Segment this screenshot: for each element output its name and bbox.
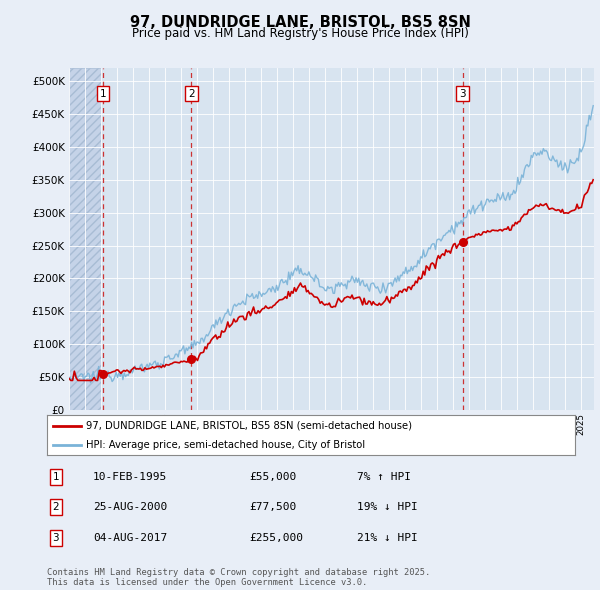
Text: 3: 3 (459, 88, 466, 99)
Text: 10-FEB-1995: 10-FEB-1995 (93, 472, 167, 481)
Text: 21% ↓ HPI: 21% ↓ HPI (357, 533, 418, 543)
Text: 7% ↑ HPI: 7% ↑ HPI (357, 472, 411, 481)
Text: HPI: Average price, semi-detached house, City of Bristol: HPI: Average price, semi-detached house,… (86, 440, 365, 450)
Text: 2: 2 (52, 503, 59, 512)
Text: 19% ↓ HPI: 19% ↓ HPI (357, 503, 418, 512)
Text: 25-AUG-2000: 25-AUG-2000 (93, 503, 167, 512)
Bar (69, 68, 101, 410)
Bar (69, 68, 101, 410)
Text: £77,500: £77,500 (249, 503, 296, 512)
Text: 3: 3 (52, 533, 59, 543)
Text: 97, DUNDRIDGE LANE, BRISTOL, BS5 8SN (semi-detached house): 97, DUNDRIDGE LANE, BRISTOL, BS5 8SN (se… (86, 421, 412, 431)
Text: £255,000: £255,000 (249, 533, 303, 543)
Text: 2: 2 (188, 88, 195, 99)
Text: £55,000: £55,000 (249, 472, 296, 481)
Text: 1: 1 (52, 472, 59, 481)
Text: Price paid vs. HM Land Registry's House Price Index (HPI): Price paid vs. HM Land Registry's House … (131, 27, 469, 40)
Text: Contains HM Land Registry data © Crown copyright and database right 2025.
This d: Contains HM Land Registry data © Crown c… (47, 568, 430, 587)
Text: 04-AUG-2017: 04-AUG-2017 (93, 533, 167, 543)
Text: 97, DUNDRIDGE LANE, BRISTOL, BS5 8SN: 97, DUNDRIDGE LANE, BRISTOL, BS5 8SN (130, 15, 470, 30)
Text: 1: 1 (100, 88, 106, 99)
